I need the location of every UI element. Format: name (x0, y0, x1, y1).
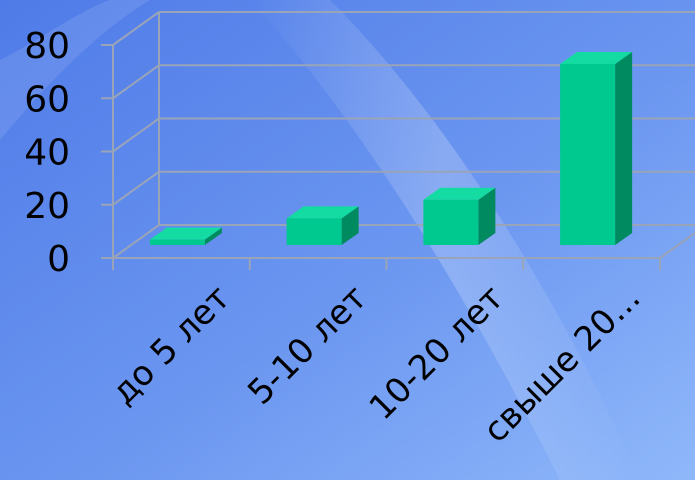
bar-top (423, 187, 496, 200)
bar-top (560, 51, 633, 64)
y-tick-label: 40 (24, 133, 70, 174)
bar-top (286, 206, 359, 219)
gridline-depth (112, 170, 160, 206)
y-tick-label: 80 (24, 26, 70, 67)
gridline-depth (112, 11, 160, 46)
y-tick-label: 0 (47, 239, 70, 280)
bar-front (423, 199, 479, 245)
bar-3 (423, 187, 496, 245)
background-swoosh-left (0, 0, 150, 140)
y-tick-label: 20 (24, 186, 70, 227)
bar-4 (560, 51, 633, 246)
bar-top (149, 227, 222, 240)
bar-front (560, 63, 616, 246)
bar-side (615, 51, 633, 246)
gridline-depth (112, 117, 160, 153)
bar-front (149, 239, 205, 245)
bars-layer (149, 51, 633, 246)
y-tick-label: 60 (24, 79, 70, 120)
bar-2 (286, 206, 359, 245)
bar-1 (149, 227, 222, 245)
gridline-depth (112, 224, 160, 259)
bar-front (286, 218, 342, 245)
bar-side (204, 227, 222, 245)
floor-right-edge (659, 231, 695, 259)
gridline-depth (112, 64, 160, 100)
bar-side (341, 206, 359, 245)
bar-side (478, 187, 496, 245)
